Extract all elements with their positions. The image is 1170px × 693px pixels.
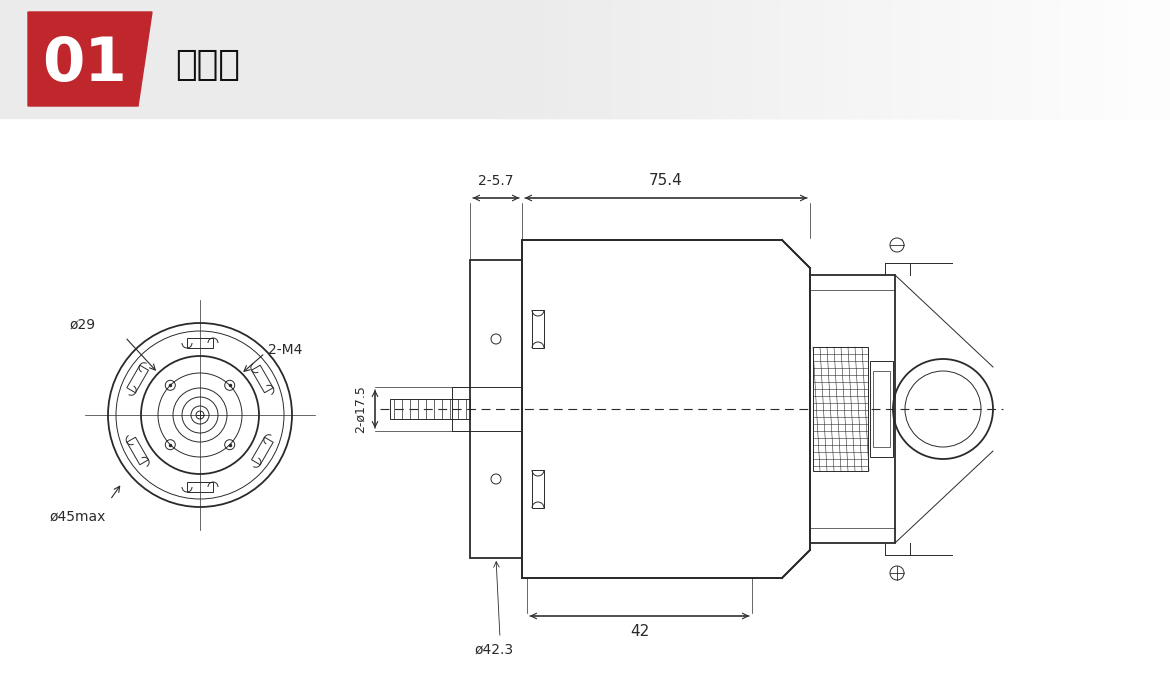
Bar [1130,0,1144,118]
Bar [682,0,696,118]
Bar [873,371,890,447]
Bar [1088,0,1102,118]
Bar [813,347,868,471]
Bar [724,0,738,118]
Bar [1144,0,1158,118]
Bar [500,0,514,118]
Bar [1102,0,1116,118]
Bar [626,0,640,118]
Bar [1046,0,1060,118]
Text: ø45max: ø45max [50,510,106,524]
Text: ø42.3: ø42.3 [475,643,514,657]
Bar [528,0,542,118]
Bar [598,0,612,118]
Bar [532,310,544,348]
Bar [906,0,920,118]
Bar [934,0,948,118]
Bar [837,0,849,118]
Bar [532,470,544,508]
Bar [990,0,1004,118]
Bar [1018,0,1032,118]
Bar [1004,0,1018,118]
Bar [1074,0,1088,118]
Bar [0,0,1170,118]
Bar [863,0,878,118]
Bar [976,0,990,118]
Bar [870,361,893,457]
Bar [514,0,528,118]
Bar [640,0,654,118]
Bar [1116,0,1130,118]
Bar [738,0,752,118]
Bar [696,0,710,118]
Bar [1032,0,1046,118]
Text: 外形图: 外形图 [176,48,240,82]
Bar [962,0,976,118]
Bar [710,0,724,118]
Text: 01: 01 [42,35,128,94]
Bar [808,0,823,118]
Bar [612,0,626,118]
Bar [556,0,570,118]
Bar [766,0,780,118]
Text: 2-M4: 2-M4 [268,343,302,357]
Polygon shape [28,12,152,106]
Bar [1060,0,1074,118]
Bar [390,399,470,419]
Bar [948,0,962,118]
Bar [1158,0,1170,118]
Bar [780,0,794,118]
Bar [668,0,682,118]
Bar [752,0,766,118]
Text: 75.4: 75.4 [649,173,683,188]
Text: 2-5.7: 2-5.7 [479,174,514,188]
Bar [878,0,892,118]
Bar [892,0,906,118]
Bar [823,0,837,118]
Bar [522,240,810,578]
Bar [470,260,522,558]
Bar [654,0,668,118]
Bar [849,0,863,118]
Bar [920,0,934,118]
Bar [570,0,584,118]
Text: ø29: ø29 [70,318,96,332]
Text: 2-ø17.5: 2-ø17.5 [355,385,367,433]
Bar [794,0,808,118]
Bar [810,275,895,543]
Text: 42: 42 [629,624,649,639]
Bar [584,0,598,118]
Bar [542,0,556,118]
